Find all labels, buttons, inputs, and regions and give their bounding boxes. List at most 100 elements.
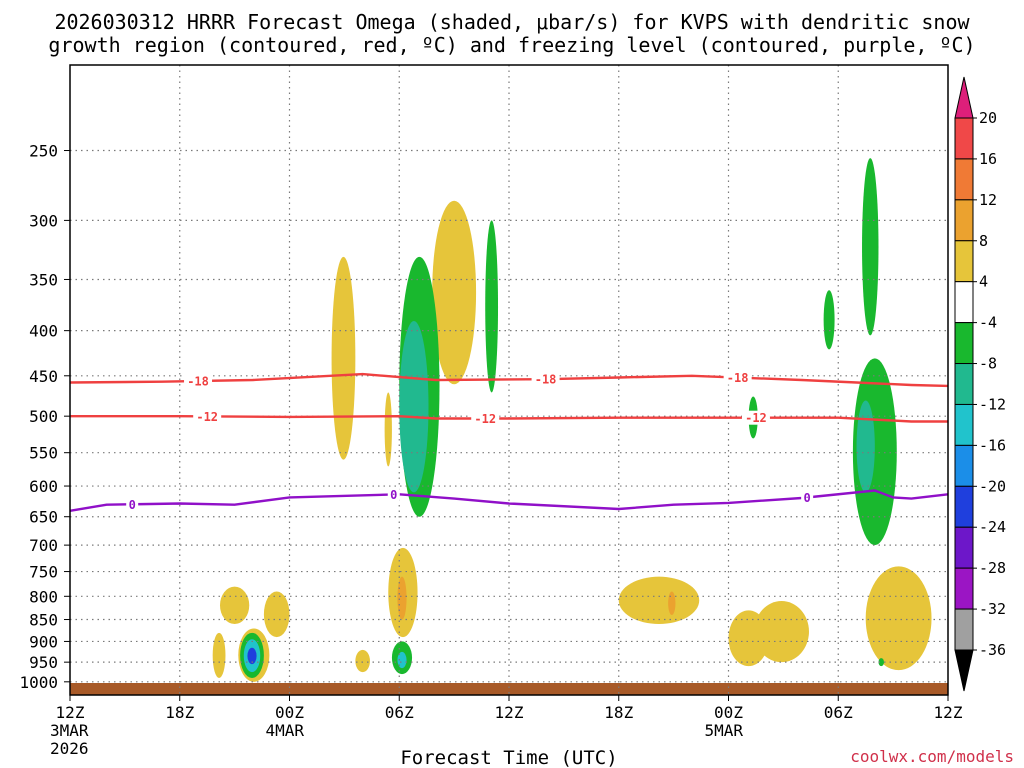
contour-label: 0 bbox=[804, 491, 811, 505]
y-tick-label: 250 bbox=[29, 142, 58, 161]
x-date-label: 3MAR bbox=[50, 721, 89, 740]
contour-label-bg bbox=[741, 410, 770, 425]
x-date-label: 5MAR bbox=[705, 721, 744, 740]
x-tick-label: 18Z bbox=[165, 703, 194, 722]
colorbar-segment bbox=[954, 117, 974, 160]
omega-region-22 bbox=[823, 290, 835, 350]
y-axis-pressure: 250 300 350 400 450 500 550 600 650 700 750 800 850 9… bbox=[19, 142, 70, 692]
omega-region-5 bbox=[399, 320, 429, 493]
y-tick-label: 900 bbox=[29, 632, 58, 651]
x-date-label: 4MAR bbox=[266, 721, 305, 740]
colorbar-label: -8 bbox=[979, 355, 997, 373]
omega-shading bbox=[212, 158, 932, 682]
chart-title-line2: growth region (contoured, red, ºC) and f… bbox=[48, 33, 975, 57]
y-tick-label: 650 bbox=[29, 508, 58, 527]
colorbar-segment bbox=[954, 199, 974, 242]
colorbar-label: -16 bbox=[979, 436, 1006, 454]
y-tick-label: 300 bbox=[29, 211, 58, 230]
colorbar-label: 20 bbox=[979, 109, 997, 127]
x-tick-label: 12Z bbox=[56, 703, 85, 722]
colorbar-segment bbox=[954, 403, 974, 446]
omega-region-28 bbox=[878, 658, 884, 667]
colorbar-segment bbox=[954, 444, 974, 487]
colorbar-label: -28 bbox=[979, 559, 1006, 577]
contour-label-bg bbox=[126, 497, 139, 512]
omega-region-17 bbox=[397, 651, 407, 669]
x-tick-label: 06Z bbox=[385, 703, 414, 722]
contour-label-bg bbox=[184, 374, 213, 389]
contour-label: -12 bbox=[745, 411, 767, 425]
contour-label: -18 bbox=[187, 375, 209, 389]
x-tick-label: 12Z bbox=[934, 703, 963, 722]
contour-label-bg bbox=[801, 490, 814, 505]
y-tick-label: 950 bbox=[29, 653, 58, 672]
x-tick-label: 00Z bbox=[275, 703, 304, 722]
omega-region-1 bbox=[432, 200, 477, 385]
y-tick-label: 450 bbox=[29, 367, 58, 386]
omega-region-18 bbox=[618, 576, 700, 625]
contour-line-0 bbox=[69, 372, 949, 388]
colorbar-segment bbox=[954, 322, 974, 365]
contour-label-bg bbox=[193, 409, 222, 424]
colorbar-label: 16 bbox=[979, 150, 997, 168]
contour-label-bg bbox=[723, 370, 752, 385]
colorbar-label: -20 bbox=[979, 477, 1006, 495]
colorbar-label: 12 bbox=[979, 191, 997, 209]
x-axis-label: Forecast Time (UTC) bbox=[400, 747, 617, 768]
colorbar-label: -32 bbox=[979, 600, 1006, 618]
x-tick-label: 00Z bbox=[714, 703, 743, 722]
colorbar-segment bbox=[954, 363, 974, 405]
x-tick-label: 12Z bbox=[495, 703, 524, 722]
contour-label-bg bbox=[531, 372, 560, 387]
colorbar-label: -4 bbox=[979, 314, 997, 332]
x-tick-label: 06Z bbox=[824, 703, 853, 722]
omega-region-27 bbox=[865, 566, 932, 671]
contour-label: 0 bbox=[129, 498, 136, 512]
contour-label-bg bbox=[387, 487, 400, 502]
contour-label: 0 bbox=[390, 488, 397, 502]
y-tick-label: 500 bbox=[29, 407, 58, 426]
y-tick-label: 400 bbox=[29, 322, 58, 341]
colorbar-label: -12 bbox=[979, 395, 1006, 413]
omega-region-3 bbox=[384, 392, 392, 467]
y-tick-label: 700 bbox=[29, 536, 58, 555]
credit-text: coolwx.com/models bbox=[850, 747, 1014, 766]
omega-region-0 bbox=[331, 256, 356, 460]
chart-title-line1: 2026030312 HRRR Forecast Omega (shaded, … bbox=[54, 10, 970, 34]
contour-line-1 bbox=[70, 414, 948, 423]
colorbar-segment bbox=[954, 608, 974, 651]
colorbar-bottom-arrow bbox=[954, 649, 974, 692]
y-tick-label: 750 bbox=[29, 563, 58, 582]
omega-region-21 bbox=[754, 601, 809, 663]
colorbar-segment bbox=[954, 158, 974, 201]
colorbar-label: -36 bbox=[979, 641, 1006, 659]
y-tick-label: 800 bbox=[29, 587, 58, 606]
y-tick-label: 350 bbox=[29, 270, 58, 289]
omega-region-2 bbox=[485, 220, 499, 393]
contour-label: -18 bbox=[535, 373, 557, 387]
omega-region-6 bbox=[263, 591, 290, 638]
colorbar-segment bbox=[954, 240, 974, 283]
omega-region-11 bbox=[247, 647, 257, 665]
colorbar-top-arrow bbox=[954, 76, 974, 119]
omega-colorbar: 20 16 12 8 4 -4 -8 -12 -16 -20 -24 -28 -32 -36 bbox=[954, 76, 1006, 692]
colorbar-segment bbox=[954, 485, 974, 528]
y-tick-label: 1000 bbox=[19, 673, 58, 692]
omega-region-13 bbox=[355, 649, 370, 673]
contour-label: -12 bbox=[196, 410, 218, 424]
x-tick-label: 18Z bbox=[604, 703, 633, 722]
omega-region-24 bbox=[862, 158, 879, 336]
omega-region-15 bbox=[397, 576, 407, 620]
y-tick-label: 850 bbox=[29, 611, 58, 630]
omega-region-7 bbox=[219, 586, 250, 625]
contour-line-2 bbox=[69, 489, 949, 512]
colorbar-segment bbox=[954, 526, 974, 569]
colorbar-segment bbox=[954, 281, 974, 324]
omega-region-19 bbox=[668, 591, 676, 615]
contour-label: -12 bbox=[474, 412, 496, 426]
temperature-contours: -18 -18 -18 -12 -12 -12 0 0 0 bbox=[69, 370, 949, 512]
contour-label-bg bbox=[471, 411, 500, 426]
colorbar-label: -24 bbox=[979, 518, 1006, 536]
